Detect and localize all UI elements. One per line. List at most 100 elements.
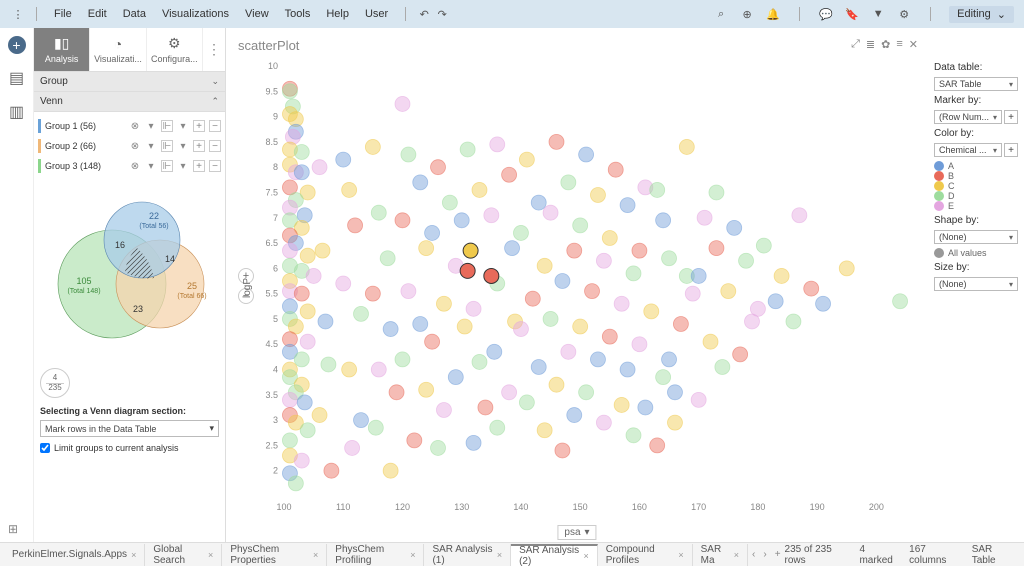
group-remove-icon[interactable]: ⊗ bbox=[129, 120, 141, 132]
svg-text:9: 9 bbox=[273, 112, 278, 122]
svg-text:200: 200 bbox=[869, 502, 884, 512]
svg-text:110: 110 bbox=[336, 502, 350, 512]
group-minus-icon[interactable]: − bbox=[209, 120, 221, 132]
menu-user[interactable]: User bbox=[358, 6, 395, 22]
group-style-icon[interactable]: ⊩ bbox=[161, 160, 173, 172]
page-tab[interactable]: SAR Ma× bbox=[693, 544, 748, 566]
page-tab[interactable]: SAR Analysis (1)× bbox=[424, 544, 511, 566]
group-plus-icon[interactable]: + bbox=[193, 160, 205, 172]
page-tab[interactable]: PerkinElmer.Signals.Apps× bbox=[4, 544, 145, 566]
data-panel-toggle[interactable]: ⊞ bbox=[8, 522, 18, 536]
redo-icon[interactable]: ↷ bbox=[434, 6, 450, 22]
tab-visualizations[interactable]: ◔Visualizati... bbox=[90, 28, 146, 71]
legend-item[interactable]: E bbox=[934, 201, 1018, 211]
shape-by-dropdown[interactable]: (None)▾ bbox=[934, 230, 1018, 244]
svg-text:4: 4 bbox=[273, 365, 278, 375]
comment-icon[interactable]: 💬 bbox=[818, 6, 834, 22]
group-dropdown-icon[interactable]: ▾ bbox=[145, 160, 157, 172]
filter-icon[interactable]: ▼ bbox=[870, 6, 886, 22]
menu-edit[interactable]: Edit bbox=[81, 6, 114, 22]
close-icon[interactable]: × bbox=[410, 550, 415, 560]
close-icon[interactable]: × bbox=[497, 550, 502, 560]
expand-icon[interactable]: ⤢ bbox=[851, 38, 860, 51]
menu-help[interactable]: Help bbox=[319, 6, 356, 22]
venn-diagram[interactable]: 22 (Total 56) 25 (Total 66) 105 (Total 1… bbox=[34, 184, 225, 364]
tab-configuration[interactable]: ⚙Configura... bbox=[147, 28, 203, 71]
page-tab[interactable]: PhysChem Profiling× bbox=[327, 544, 424, 566]
marker-by-dropdown[interactable]: (Row Num...▾ bbox=[934, 110, 1002, 124]
venn-action-select[interactable]: Mark rows in the Data Table▾ bbox=[40, 420, 219, 437]
menu-tools[interactable]: Tools bbox=[278, 6, 318, 22]
data-table-dropdown[interactable]: SAR Table▾ bbox=[934, 77, 1018, 91]
close-icon[interactable]: × bbox=[313, 550, 318, 560]
size-by-label: Size by: bbox=[934, 262, 1018, 273]
add-page-button[interactable]: + bbox=[8, 36, 26, 54]
legend-item[interactable]: C bbox=[934, 181, 1018, 191]
menu-visualizations[interactable]: Visualizations bbox=[155, 6, 236, 22]
group-minus-icon[interactable]: − bbox=[209, 140, 221, 152]
group-minus-icon[interactable]: − bbox=[209, 160, 221, 172]
globe-icon[interactable]: ⊕ bbox=[739, 6, 755, 22]
bookmark-icon[interactable]: 🔖 bbox=[844, 6, 860, 22]
tab-analysis[interactable]: ▮▯Analysis bbox=[34, 28, 90, 71]
legend-item[interactable]: B bbox=[934, 171, 1018, 181]
close-icon[interactable]: × bbox=[583, 551, 588, 561]
marker-by-add[interactable]: + bbox=[1004, 110, 1018, 124]
tab-next[interactable]: › bbox=[759, 549, 770, 560]
legend-item[interactable]: D bbox=[934, 191, 1018, 201]
page-tab[interactable]: Global Search× bbox=[145, 544, 222, 566]
svg-text:(Total 148): (Total 148) bbox=[67, 288, 100, 295]
legend-panel: Data table: SAR Table▾ Marker by: (Row N… bbox=[928, 28, 1024, 542]
close-icon[interactable]: × bbox=[678, 550, 683, 560]
color-by-add[interactable]: + bbox=[1004, 143, 1018, 157]
svg-text:140: 140 bbox=[513, 502, 528, 512]
undo-icon[interactable]: ↶ bbox=[416, 6, 432, 22]
search-icon[interactable]: ⌕ bbox=[713, 6, 729, 22]
size-by-dropdown[interactable]: (None)▾ bbox=[934, 277, 1018, 291]
mode-dropdown[interactable]: Editing⌄ bbox=[949, 6, 1014, 23]
shape-by-label: Shape by: bbox=[934, 215, 1018, 226]
svg-text:23: 23 bbox=[133, 304, 143, 314]
group-label: Group 3 (148) bbox=[45, 161, 125, 171]
group-style-dd[interactable]: ▾ bbox=[177, 120, 189, 132]
menu-icon[interactable]: ≡ bbox=[896, 38, 902, 51]
tab-add[interactable]: + bbox=[771, 549, 785, 560]
panel-more-icon[interactable]: ⋮ bbox=[203, 28, 225, 71]
group-style-icon[interactable]: ⊩ bbox=[161, 120, 173, 132]
settings-icon[interactable]: ✿ bbox=[881, 38, 890, 51]
tab-prev[interactable]: ‹ bbox=[748, 549, 759, 560]
menu-view[interactable]: View bbox=[238, 6, 276, 22]
y-axis-label[interactable]: logP bbox=[242, 278, 253, 298]
venn-dropdown[interactable]: Venn⌃ bbox=[34, 92, 225, 112]
status-marked: 4 marked bbox=[859, 544, 895, 566]
page-tab[interactable]: PhysChem Properties× bbox=[222, 544, 327, 566]
gear-icon[interactable]: ⚙ bbox=[896, 6, 912, 22]
list-icon[interactable]: ≣ bbox=[866, 38, 875, 51]
x-axis-dropdown[interactable]: psa▾ bbox=[557, 525, 596, 540]
bar-chart-icon[interactable]: ▥ bbox=[7, 102, 27, 122]
page-tab[interactable]: Compound Profiles× bbox=[598, 544, 693, 566]
legend-item[interactable]: A bbox=[934, 161, 1018, 171]
bell-icon[interactable]: 🔔 bbox=[765, 6, 781, 22]
group-style-dd[interactable]: ▾ bbox=[177, 160, 189, 172]
group-dropdown[interactable]: Group⌄ bbox=[34, 72, 225, 92]
close-icon[interactable]: ✕ bbox=[909, 38, 918, 51]
group-dropdown-icon[interactable]: ▾ bbox=[145, 120, 157, 132]
group-style-icon[interactable]: ⊩ bbox=[161, 140, 173, 152]
group-style-dd[interactable]: ▾ bbox=[177, 140, 189, 152]
menu-file[interactable]: File bbox=[47, 6, 79, 22]
page-tab[interactable]: SAR Analysis (2)× bbox=[511, 544, 598, 566]
limit-groups-checkbox[interactable]: Limit groups to current analysis bbox=[34, 439, 225, 457]
pages-icon[interactable]: ▤ bbox=[7, 68, 27, 88]
group-remove-icon[interactable]: ⊗ bbox=[129, 160, 141, 172]
menu-data[interactable]: Data bbox=[116, 6, 153, 22]
close-icon[interactable]: × bbox=[734, 550, 739, 560]
close-icon[interactable]: × bbox=[131, 550, 136, 560]
close-icon[interactable]: × bbox=[208, 550, 213, 560]
color-by-dropdown[interactable]: Chemical ...▾ bbox=[934, 143, 1002, 157]
group-plus-icon[interactable]: + bbox=[193, 120, 205, 132]
group-dropdown-icon[interactable]: ▾ bbox=[145, 140, 157, 152]
more-icon[interactable]: ⋮ bbox=[10, 6, 26, 22]
group-plus-icon[interactable]: + bbox=[193, 140, 205, 152]
group-remove-icon[interactable]: ⊗ bbox=[129, 140, 141, 152]
